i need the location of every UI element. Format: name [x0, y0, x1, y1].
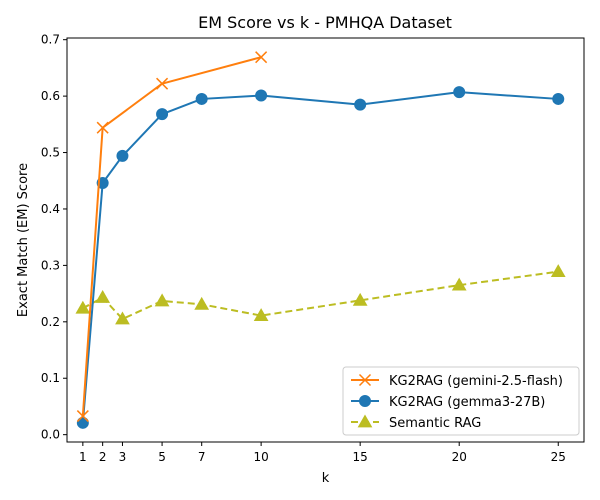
data-point [76, 416, 89, 429]
legend-item: KG2RAG (gemini-2.5-flash) [351, 373, 563, 389]
data-point [154, 293, 170, 307]
data-point [253, 308, 269, 321]
legend-marker [357, 414, 373, 428]
y-tick-label: 0.1 [41, 371, 60, 385]
y-tick-label: 0.3 [41, 258, 60, 272]
legend-label: KG2RAG (gemma3-27B) [389, 395, 545, 410]
plot-area [75, 51, 566, 429]
legend-marker [358, 373, 372, 387]
data-point [552, 92, 565, 105]
data-point [194, 296, 210, 310]
x-tick-label: 3 [119, 450, 127, 464]
data-point [76, 410, 89, 423]
series-2 [75, 264, 566, 325]
plot-frame [66, 37, 585, 443]
legend-item: Semantic RAG [351, 414, 481, 431]
legend-box [342, 366, 580, 436]
series-1 [76, 86, 565, 429]
data-point [195, 92, 208, 105]
chart-title: EM Score vs k - PMHQA Dataset [198, 13, 452, 32]
legend-label: Semantic RAG [389, 416, 481, 431]
x-tick-label: 7 [198, 450, 206, 464]
x-tick-label: 15 [353, 450, 368, 464]
data-point [453, 86, 466, 99]
x-tick-label: 2 [99, 450, 107, 464]
legend-item: KG2RAG (gemma3-27B) [351, 395, 545, 410]
data-point [96, 121, 109, 134]
x-tick-label: 25 [551, 450, 566, 464]
data-point [115, 311, 130, 325]
y-tick-label: 0.5 [41, 146, 60, 160]
series-line [81, 56, 262, 417]
data-point [95, 290, 111, 303]
data-point [255, 51, 268, 64]
data-point [255, 89, 268, 102]
data-point [116, 149, 129, 162]
data-point [156, 108, 169, 121]
y-tick-label: 0.7 [41, 33, 60, 47]
y-tick-label: 0.0 [41, 428, 60, 442]
x-tick-label: 10 [253, 450, 268, 464]
legend-marker [359, 395, 371, 407]
x-axis: 1 2 3 5 7 10 15 20 25 [79, 442, 566, 464]
x-tick-label: 20 [452, 450, 467, 464]
data-point [354, 98, 367, 111]
data-point [451, 277, 467, 291]
data-point [352, 292, 368, 306]
x-tick-label: 5 [158, 450, 166, 464]
y-tick-label: 0.2 [41, 315, 60, 329]
x-tick-label: 1 [79, 450, 87, 464]
data-point [550, 264, 566, 277]
y-tick-label: 0.4 [41, 202, 60, 216]
x-axis-label: k [322, 471, 330, 486]
data-point [75, 300, 91, 314]
y-axis-label: Exact Match (EM) Score [16, 163, 31, 317]
y-tick-label: 0.6 [41, 89, 60, 103]
legend: KG2RAG (gemini-2.5-flash) KG2RAG (gemma3-… [342, 366, 580, 436]
series-0 [76, 51, 268, 423]
data-point [156, 77, 169, 90]
legend-label: KG2RAG (gemini-2.5-flash) [389, 374, 563, 389]
y-axis: 0.0 0.1 0.2 0.3 0.4 0.5 0.6 0.7 [41, 33, 67, 442]
